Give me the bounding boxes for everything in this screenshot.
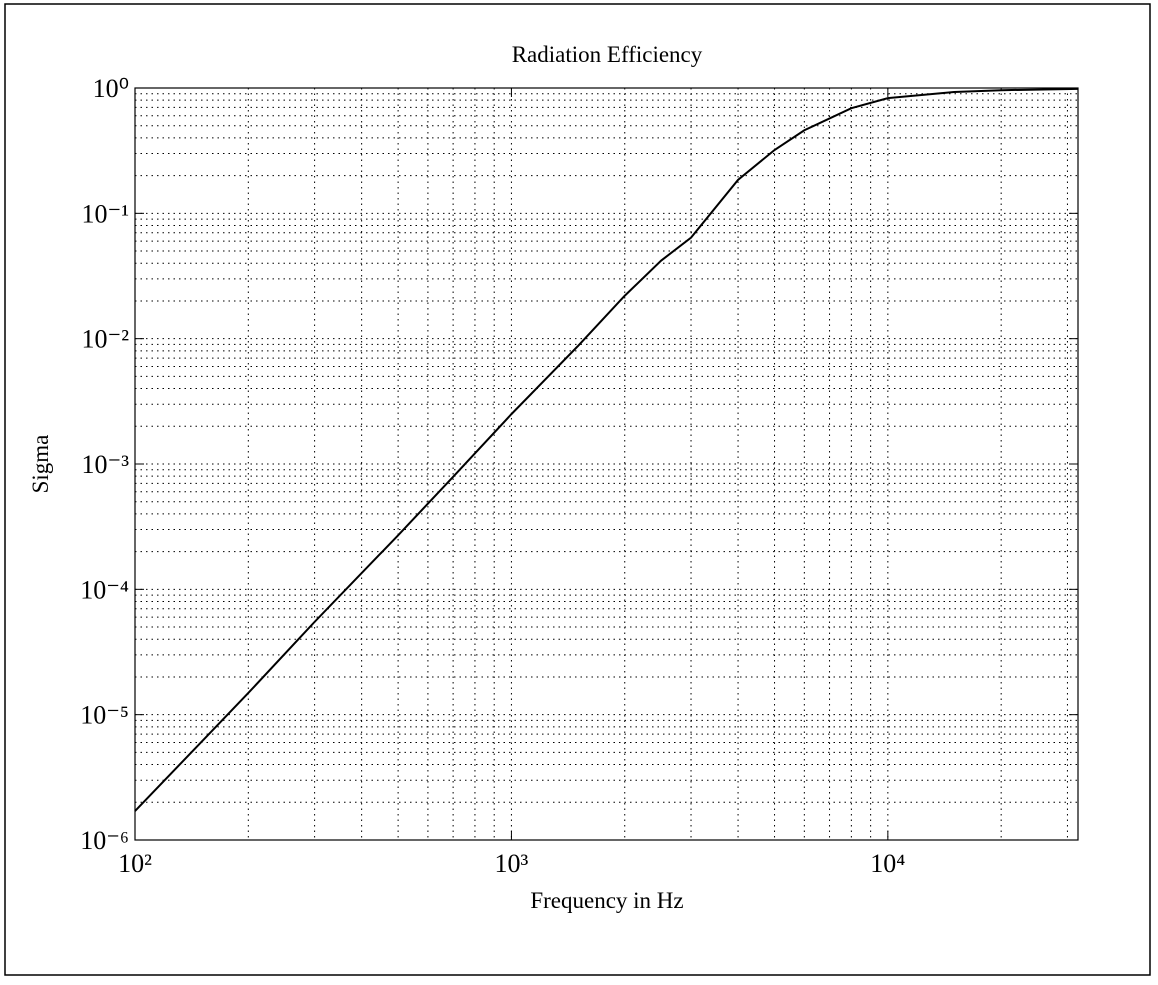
x-tick-label: 10⁴ — [870, 849, 905, 878]
chart-title: Radiation Efficiency — [512, 42, 703, 67]
x-axis-label: Frequency in Hz — [530, 888, 683, 913]
plot-frame — [134, 87, 1079, 841]
y-tick-label: 10⁻¹ — [81, 199, 129, 228]
y-tick-label: 10⁰ — [93, 74, 129, 103]
y-tick-label: 10⁻⁵ — [80, 701, 129, 730]
figure-border — [4, 3, 1151, 976]
y-tick-label: 10⁻⁴ — [80, 575, 129, 604]
y-tick-label: 10⁻² — [81, 325, 129, 354]
data-line — [134, 87, 1079, 812]
y-axis-label: Sigma — [28, 435, 53, 494]
x-tick-label: 10³ — [495, 849, 529, 878]
y-tick-label: 10⁻⁶ — [80, 826, 129, 855]
x-tick-label: 10² — [118, 849, 152, 878]
y-tick-label: 10⁻³ — [81, 450, 129, 479]
